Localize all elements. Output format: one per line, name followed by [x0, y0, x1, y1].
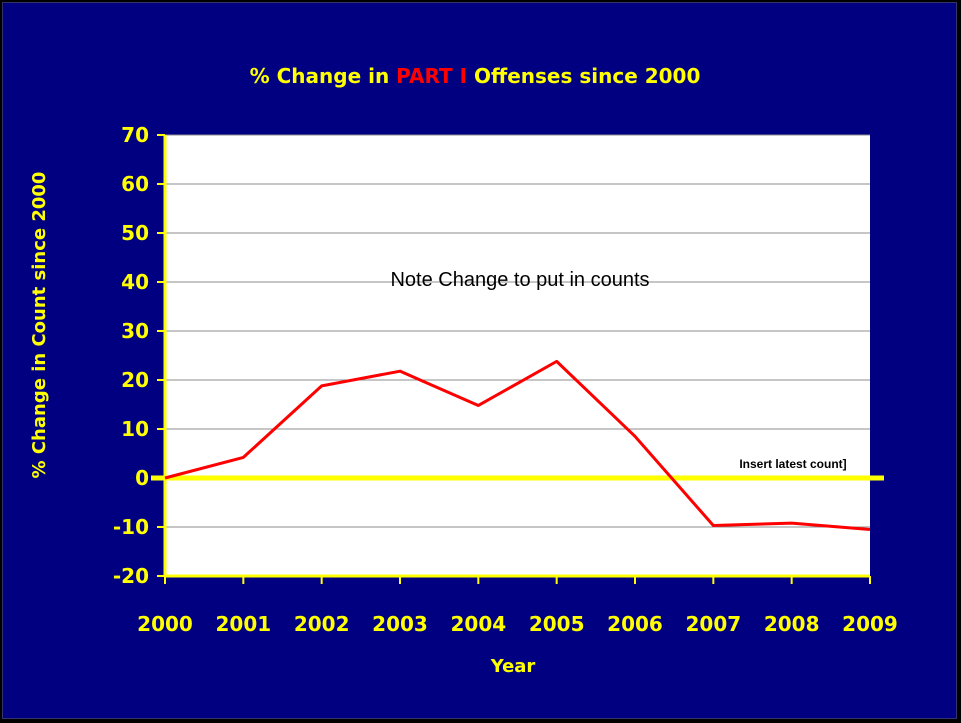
y-tick-label: 0	[135, 466, 149, 490]
title-part-highlight: PART I	[396, 64, 467, 88]
y-axis-label: % Change in Count since 2000	[29, 172, 50, 479]
y-tick-label: 10	[121, 417, 149, 441]
x-tick-label: 2000	[137, 612, 193, 636]
x-tick-label: 2001	[215, 612, 271, 636]
title-part-1: % Change in	[250, 64, 397, 88]
y-axis-ticks: -20 -10 0 10 20 30 40 50 60 70	[113, 123, 165, 588]
x-tick-label: 2005	[529, 612, 585, 636]
note-annotation: Note Change to put in counts	[390, 269, 649, 291]
x-tick-label: 2007	[685, 612, 741, 636]
y-tick-label: 60	[121, 172, 149, 196]
y-tick-label: 50	[121, 221, 149, 245]
gridlines	[165, 134, 870, 528]
x-axis-label: Year	[490, 656, 536, 677]
x-tick-label: 2009	[842, 612, 898, 636]
x-axis-ticks: 2000 2001 2002 2003 2004 2005 2006 2007 2008 2009	[137, 576, 898, 636]
x-tick-label: 2008	[764, 612, 820, 636]
y-tick-label: -20	[113, 564, 149, 588]
y-tick-label: 30	[121, 319, 149, 343]
x-tick-label: 2003	[372, 612, 428, 636]
y-tick-label: 40	[121, 270, 149, 294]
chart-title: % Change in PART I Offenses since 2000	[250, 64, 701, 88]
series-line	[164, 359, 871, 531]
x-tick-label: 2006	[607, 612, 663, 636]
insert-annotation: Insert latest count]	[739, 457, 846, 471]
line-chart: % Change in PART I Offenses since 2000 -…	[29, 64, 898, 677]
y-tick-label: 70	[121, 123, 149, 147]
title-part-2: Offenses since 2000	[467, 64, 700, 88]
y-tick-label: 20	[121, 368, 149, 392]
plot-area	[165, 135, 870, 576]
x-tick-label: 2002	[294, 612, 350, 636]
x-tick-label: 2004	[450, 612, 506, 636]
y-tick-label: -10	[113, 515, 149, 539]
